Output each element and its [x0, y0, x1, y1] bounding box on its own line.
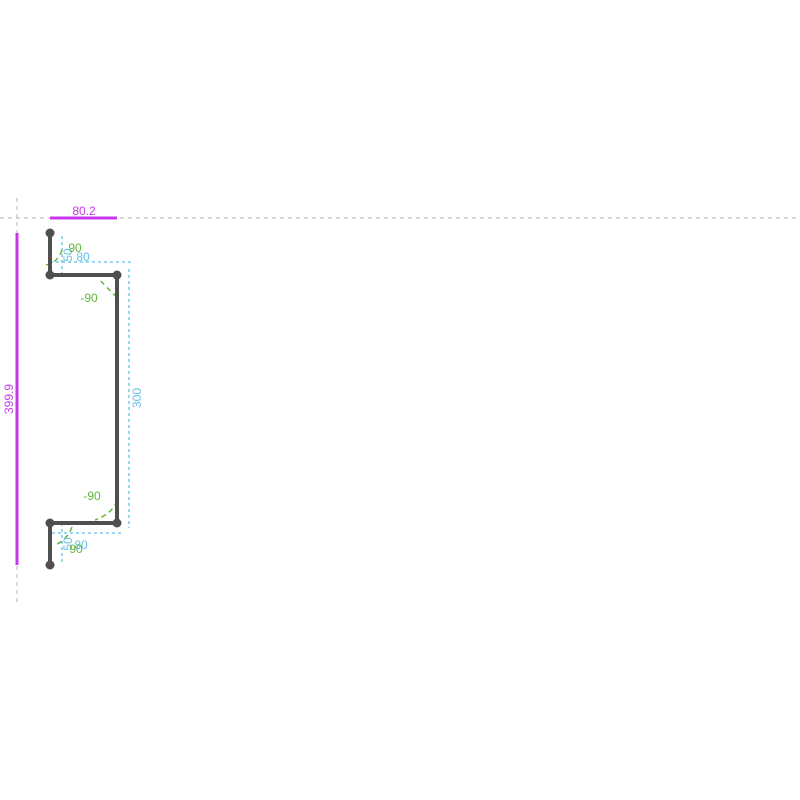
- profile-node-handle[interactable]: [45, 560, 55, 570]
- bend-1-angle-arc: [41, 249, 63, 266]
- bend-2-angle-label: -90: [80, 291, 98, 305]
- bend-3-angle-label: -90: [83, 489, 101, 503]
- profile-node-handle[interactable]: [45, 518, 55, 528]
- bend-4-angle-arc: [54, 526, 73, 546]
- profile-node-handle[interactable]: [45, 270, 55, 280]
- profile-node-handle[interactable]: [45, 228, 55, 238]
- bottom-flange-length-label: 80: [74, 538, 88, 552]
- bend-1-angle-label: 90: [68, 241, 82, 255]
- overall-height-label: 399.9: [2, 384, 16, 414]
- bottom-lip-length-label: 50: [61, 537, 75, 551]
- overall-width-label: 80.2: [72, 204, 96, 218]
- top-flange-length-label: 80: [76, 250, 90, 264]
- bend-4-angle-label: 90: [69, 542, 83, 556]
- profile-outline: [48, 231, 119, 567]
- web-length-label: 300: [130, 388, 144, 408]
- bend-2-angle-arc: [97, 277, 118, 298]
- bend-3-angle-arc: [94, 500, 118, 521]
- profile-node-handle[interactable]: [112, 270, 122, 280]
- top-lip-length-label: 50: [61, 248, 75, 262]
- profile-node-handle[interactable]: [112, 518, 122, 528]
